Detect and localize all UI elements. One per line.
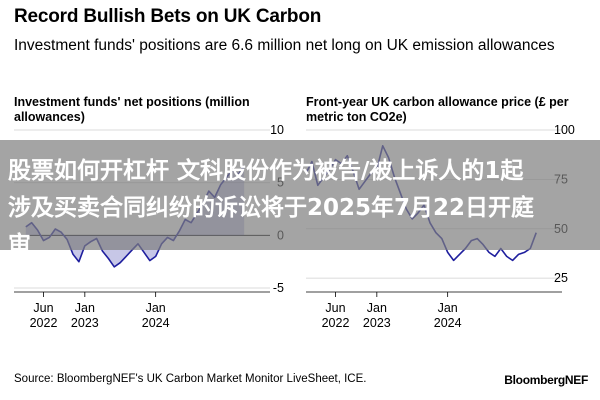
right-y-tick-label: 25 <box>554 271 568 285</box>
banner-line-1: 股票如何开杠杆 文科股份作为被告/被上诉人的1起 <box>8 158 524 184</box>
right-x-tick-label: 2022 <box>322 316 350 330</box>
brand-logo: BloombergNEF <box>504 373 588 387</box>
right-x-tick-label: Jun <box>325 301 345 315</box>
left-y-tick-label: -5 <box>273 281 284 295</box>
left-x-tick-label: Jan <box>75 301 95 315</box>
left-x-tick-label: Jan <box>146 301 166 315</box>
left-x-tick-label: 2023 <box>71 316 99 330</box>
right-x-tick-label: 2023 <box>363 316 391 330</box>
chart-title: Record Bullish Bets on UK Carbon <box>14 6 322 27</box>
right-x-tick-label: Jan <box>438 301 458 315</box>
left-y-tick-label: 10 <box>270 123 284 137</box>
source-note: Source: BloombergNEF's UK Carbon Market … <box>14 373 367 385</box>
right-y-tick-label: 100 <box>554 123 575 137</box>
banner-line-2: 涉及买卖合同纠纷的诉讼将于2025年7月22日开庭 <box>8 195 535 221</box>
banner-line-3: 审 <box>8 232 31 258</box>
left-x-tick-label: Jun <box>33 301 53 315</box>
left-panel-title: Investment funds' net positions (million… <box>14 95 250 124</box>
left-x-tick-label: 2022 <box>30 316 58 330</box>
left-x-tick-label: 2024 <box>142 316 170 330</box>
chart-subtitle: Investment funds' positions are 6.6 mill… <box>14 37 555 54</box>
overlay-banner: 股票如何开杠杆 文科股份作为被告/被上诉人的1起 涉及买卖合同纠纷的诉讼将于20… <box>0 140 600 258</box>
right-x-tick-label: Jan <box>367 301 387 315</box>
right-panel-title: Front-year UK carbon allowance price (£ … <box>306 95 569 124</box>
right-x-tick-label: 2024 <box>434 316 462 330</box>
banner-text: 股票如何开杠杆 文科股份作为被告/被上诉人的1起 涉及买卖合同纠纷的诉讼将于20… <box>8 153 598 264</box>
